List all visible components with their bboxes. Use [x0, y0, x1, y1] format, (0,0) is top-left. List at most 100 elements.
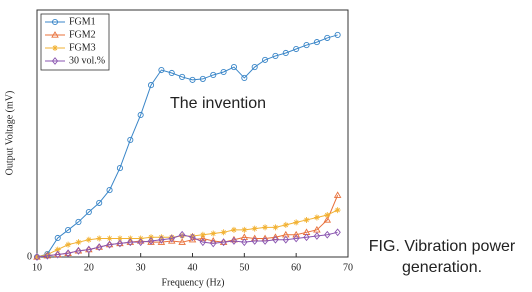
marker	[178, 230, 186, 239]
marker	[147, 237, 155, 245]
legend-marker	[51, 18, 59, 26]
marker	[241, 226, 248, 233]
marker	[147, 82, 155, 89]
marker	[179, 73, 186, 80]
marker	[85, 245, 93, 254]
marker	[199, 75, 206, 82]
marker	[313, 225, 321, 233]
marker	[334, 31, 341, 38]
marker	[189, 233, 196, 242]
marker	[241, 238, 248, 247]
legend-marker	[51, 57, 59, 65]
marker	[230, 237, 238, 245]
marker	[167, 237, 176, 244]
marker	[324, 230, 331, 239]
legend-marker	[51, 31, 59, 38]
y-tick-label: 0	[27, 251, 32, 262]
marker	[282, 221, 289, 228]
marker	[188, 235, 197, 243]
marker	[199, 234, 207, 242]
marker	[210, 239, 217, 248]
marker	[251, 225, 258, 232]
marker	[199, 238, 207, 247]
marker	[272, 224, 279, 231]
marker	[313, 214, 320, 221]
marker	[127, 136, 134, 143]
series-line	[36, 195, 339, 258]
marker	[220, 238, 227, 247]
marker	[116, 165, 123, 172]
marker	[189, 76, 196, 83]
marker	[54, 246, 61, 253]
marker	[158, 235, 165, 244]
marker	[137, 238, 144, 247]
marker	[168, 234, 175, 241]
marker	[293, 45, 300, 53]
marker	[262, 224, 269, 231]
marker	[54, 234, 61, 242]
marker	[158, 234, 165, 241]
legend-label: 30 vol.%	[69, 55, 105, 66]
marker	[199, 231, 206, 238]
legend-label: FGM1	[69, 16, 96, 27]
legend-label: FGM2	[69, 29, 96, 40]
marker	[189, 233, 196, 240]
series-line	[36, 231, 338, 258]
marker	[116, 239, 124, 248]
marker	[282, 49, 289, 57]
marker	[333, 191, 342, 198]
x-tick-label: 60	[291, 262, 301, 273]
y-axis-label: Output Voltage (mV)	[4, 91, 15, 176]
marker	[251, 64, 258, 71]
marker	[75, 218, 82, 225]
marker	[178, 238, 186, 245]
legend-label: FGM3	[69, 42, 96, 53]
marker	[313, 39, 320, 46]
marker	[230, 64, 238, 71]
x-tick-label: 30	[136, 262, 146, 273]
marker	[157, 238, 166, 245]
marker	[85, 208, 92, 216]
marker	[272, 52, 279, 59]
marker	[75, 246, 82, 255]
marker	[96, 243, 103, 252]
marker	[64, 249, 72, 258]
marker	[127, 238, 134, 247]
marker	[44, 251, 51, 260]
marker	[293, 219, 300, 226]
marker	[230, 226, 237, 233]
marker	[292, 230, 300, 238]
marker	[210, 230, 217, 237]
marker	[292, 234, 300, 243]
caption: FIG. Vibration power generation.	[368, 238, 516, 276]
annotation: The invention	[170, 95, 266, 112]
marker	[33, 253, 41, 261]
marker	[303, 42, 310, 49]
marker	[179, 233, 186, 240]
marker	[303, 233, 310, 242]
marker	[323, 216, 332, 223]
x-tick-label: 10	[32, 262, 42, 273]
marker	[324, 212, 331, 219]
marker	[251, 237, 258, 245]
marker	[65, 227, 72, 234]
marker	[324, 34, 331, 41]
marker	[96, 199, 103, 206]
x-tick-label: 70	[343, 262, 353, 273]
x-axis-label: Frequency (Hz)	[161, 277, 224, 288]
marker	[272, 235, 279, 244]
marker	[158, 66, 165, 74]
marker	[220, 68, 227, 76]
marker	[85, 236, 92, 243]
marker	[106, 235, 113, 242]
marker	[54, 250, 61, 259]
x-tick-label: 20	[84, 262, 94, 273]
marker	[168, 234, 175, 243]
marker	[334, 228, 341, 237]
marker	[261, 237, 269, 245]
marker	[262, 56, 269, 63]
x-tick-label: 50	[239, 262, 249, 273]
marker	[75, 239, 82, 246]
marker	[65, 241, 72, 248]
